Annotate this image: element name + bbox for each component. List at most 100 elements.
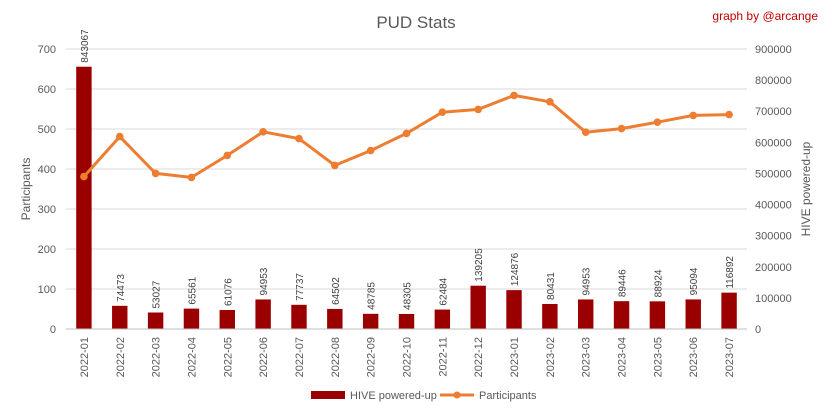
bar-data-label: 64502 xyxy=(331,277,342,305)
y2-tick-label: 900000 xyxy=(755,44,792,56)
y-tick-label: 200 xyxy=(38,244,56,256)
x-tick-label: 2023-07 xyxy=(724,337,736,377)
y2-tick-label: 400000 xyxy=(755,200,792,212)
bar-2023-05 xyxy=(649,301,666,329)
participants-point-2023-01 xyxy=(510,91,518,100)
bar-data-label: 62484 xyxy=(438,277,449,305)
y2-tick-label: 0 xyxy=(755,324,761,336)
bar-2022-06 xyxy=(255,299,271,329)
x-tick-label: 2022-04 xyxy=(186,337,198,377)
bar-2022-10 xyxy=(398,313,415,329)
participants-point-2022-01 xyxy=(80,172,88,181)
legend-line-marker xyxy=(453,391,461,399)
bar-2022-05 xyxy=(219,309,235,329)
participants-point-2022-11 xyxy=(438,108,447,116)
x-tick-label: 2022-08 xyxy=(330,337,342,377)
y2-tick-label: 100000 xyxy=(755,293,792,305)
bar-2023-02 xyxy=(542,303,558,329)
y2-tick-label: 800000 xyxy=(755,75,792,87)
participants-point-2023-06 xyxy=(689,111,698,120)
bar-2022-02 xyxy=(112,305,128,329)
x-tick-label: 2023-04 xyxy=(617,337,629,377)
participants-point-2022-06 xyxy=(259,128,267,136)
participants-point-2022-05 xyxy=(223,151,232,160)
bar-2022-08 xyxy=(327,308,343,329)
y-tick-label: 400 xyxy=(38,164,56,176)
bar-2023-06 xyxy=(685,299,701,329)
bar-2022-12 xyxy=(470,285,486,329)
chart-credit: graph by @arcange xyxy=(712,9,818,23)
y-tick-label: 100 xyxy=(38,284,56,296)
bar-data-label: 843067 xyxy=(80,29,91,63)
x-tick-label: 2022-10 xyxy=(402,337,414,377)
x-tick-label: 2023-06 xyxy=(688,337,700,377)
participants-point-2022-09 xyxy=(366,146,375,155)
x-tick-label: 2022-07 xyxy=(294,337,306,377)
bar-data-label: 94953 xyxy=(582,267,593,295)
participants-point-2022-04 xyxy=(187,173,196,182)
bar-2022-01 xyxy=(76,66,92,329)
bar-2023-03 xyxy=(578,299,594,329)
bar-data-label: 53027 xyxy=(152,280,163,308)
x-tick-label: 2022-01 xyxy=(79,337,91,377)
y-axis-label: Participants xyxy=(19,158,33,221)
y-tick-label: 300 xyxy=(38,204,56,216)
bar-data-label: 89446 xyxy=(618,269,629,297)
participants-point-2023-04 xyxy=(617,124,626,133)
bar-2022-11 xyxy=(434,309,451,329)
legend-bar-label: HIVE powered-up xyxy=(350,390,437,402)
legend-line-label: Participants xyxy=(479,390,537,402)
participants-point-2022-08 xyxy=(331,161,339,170)
legend: HIVE powered-up Participants xyxy=(311,390,537,402)
bar-data-label: 95094 xyxy=(689,267,700,295)
x-tick-label: 2022-06 xyxy=(258,337,270,377)
bar-2022-09 xyxy=(362,313,379,329)
participants-point-2023-03 xyxy=(581,128,590,136)
x-tick-label: 2023-05 xyxy=(652,337,664,377)
legend-bar-swatch xyxy=(311,391,345,399)
y2-tick-label: 500000 xyxy=(755,168,792,180)
participants-point-2022-02 xyxy=(115,132,124,141)
bar-data-label: 65561 xyxy=(187,276,198,304)
bar-data-label: 116892 xyxy=(725,256,736,289)
participants-point-2023-02 xyxy=(546,98,554,106)
bar-data-label: 61076 xyxy=(223,278,234,306)
bar-data-label: 80431 xyxy=(546,272,557,300)
x-tick-label: 2022-03 xyxy=(151,337,163,377)
x-tick-label: 2022-12 xyxy=(473,337,485,377)
y2-tick-label: 200000 xyxy=(755,262,792,274)
x-tick-label: 2022-09 xyxy=(366,337,378,377)
y2-tick-label: 600000 xyxy=(755,137,792,149)
y-tick-label: 600 xyxy=(38,84,56,96)
bar-data-label: 48305 xyxy=(403,282,414,310)
bar-data-label: 88924 xyxy=(653,269,664,297)
x-tick-label: 2023-01 xyxy=(509,337,521,377)
x-tick-label: 2023-02 xyxy=(545,337,557,377)
bar-data-label: 124876 xyxy=(510,252,521,286)
participants-point-2022-12 xyxy=(474,105,482,114)
participants-point-2022-10 xyxy=(402,129,411,138)
participants-point-2023-07 xyxy=(725,110,733,119)
participants-point-2022-03 xyxy=(151,169,160,178)
y-tick-label: 0 xyxy=(50,324,56,336)
y-tick-label: 500 xyxy=(38,124,56,136)
bar-2023-04 xyxy=(613,301,630,329)
bar-data-label: 94953 xyxy=(259,267,270,295)
bar-data-label: 139205 xyxy=(474,248,485,282)
y2-axis-label: HIVE powered-up xyxy=(799,141,813,236)
x-tick-label: 2022-11 xyxy=(437,337,449,377)
participants-point-2022-07 xyxy=(295,134,303,143)
bar-data-label: 48785 xyxy=(367,282,378,310)
bar-data-label: 74473 xyxy=(116,274,127,302)
x-tick-label: 2022-05 xyxy=(222,337,234,377)
bar-2022-03 xyxy=(147,312,164,329)
x-tick-label: 2023-03 xyxy=(581,337,593,377)
bar-data-label: 77737 xyxy=(295,273,306,301)
bar-2022-07 xyxy=(291,304,307,329)
y2-tick-label: 700000 xyxy=(755,106,792,118)
participants-point-2023-05 xyxy=(653,118,662,126)
x-tick-label: 2022-02 xyxy=(115,337,127,377)
bar-2023-07 xyxy=(721,292,737,329)
bar-2023-01 xyxy=(506,290,522,329)
